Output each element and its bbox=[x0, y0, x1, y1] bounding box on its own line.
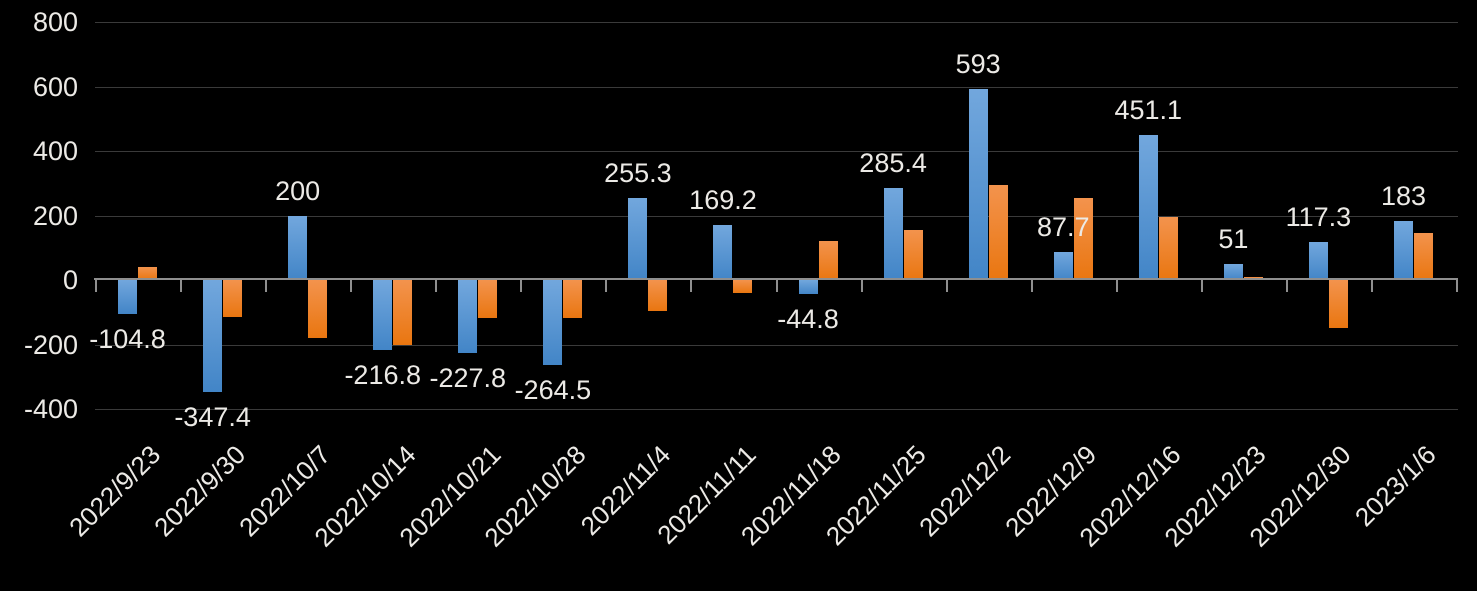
axis-tick bbox=[1030, 280, 1033, 292]
bar-blue bbox=[1308, 242, 1328, 280]
y-axis-tick-label: 800 bbox=[32, 7, 78, 37]
data-label: -216.8 bbox=[344, 359, 421, 390]
data-label: 200 bbox=[275, 175, 321, 206]
axis-tick bbox=[860, 280, 863, 292]
bar-blue bbox=[1223, 263, 1243, 280]
axis-tick bbox=[95, 280, 97, 292]
bar-blue bbox=[203, 280, 223, 393]
bar-blue bbox=[373, 280, 393, 350]
axis-tick bbox=[265, 280, 268, 292]
gridline bbox=[95, 86, 1458, 88]
axis-tick bbox=[520, 280, 523, 292]
bar-blue bbox=[968, 88, 988, 280]
bar-blue bbox=[118, 280, 138, 314]
bar-orange bbox=[138, 267, 158, 280]
axis-tick bbox=[1370, 280, 1373, 292]
bar-blue bbox=[883, 187, 903, 280]
bar-blue bbox=[458, 280, 478, 354]
axis-tick bbox=[605, 280, 608, 292]
gridline bbox=[95, 215, 1458, 217]
axis-tick bbox=[690, 280, 693, 292]
x-axis-label: 2023/1/6 bbox=[1349, 439, 1442, 533]
axis-tick bbox=[1285, 280, 1288, 292]
data-label: -264.5 bbox=[514, 375, 592, 406]
bar-orange bbox=[818, 241, 838, 280]
axis-tick bbox=[775, 280, 778, 292]
bar-orange bbox=[1073, 197, 1093, 280]
bar-blue bbox=[1393, 220, 1413, 280]
axis-tick bbox=[1115, 280, 1118, 292]
x-axis-label: 2022/12/2 bbox=[913, 439, 1017, 543]
x-axis-line bbox=[94, 278, 1458, 280]
bar-blue bbox=[543, 280, 563, 366]
data-label: 255.3 bbox=[604, 157, 672, 188]
x-axis-label: 2022/9/30 bbox=[148, 439, 252, 543]
data-label: 285.4 bbox=[859, 147, 927, 178]
data-label: 117.3 bbox=[1285, 202, 1352, 233]
bar-orange bbox=[563, 280, 583, 319]
bar-orange bbox=[393, 280, 413, 345]
axis-tick bbox=[945, 280, 948, 292]
bar-blue bbox=[288, 215, 308, 280]
bar-blue bbox=[1053, 251, 1073, 280]
bar-blue bbox=[628, 197, 648, 280]
axis-tick bbox=[180, 280, 183, 292]
gridline bbox=[95, 409, 1458, 410]
bar-orange bbox=[1413, 233, 1433, 280]
y-axis-tick-label: 0 bbox=[62, 265, 78, 295]
bar-orange bbox=[733, 280, 753, 293]
axis-tick bbox=[1456, 280, 1458, 292]
bar-orange bbox=[903, 230, 923, 280]
axis-tick bbox=[1200, 280, 1203, 292]
data-label: 51 bbox=[1218, 223, 1249, 254]
y-axis-tick-label: -400 bbox=[23, 394, 78, 424]
data-label: -104.8 bbox=[89, 323, 166, 354]
data-label: -227.8 bbox=[429, 363, 507, 394]
y-axis-tick-label: 600 bbox=[32, 71, 78, 102]
data-label: 169.2 bbox=[689, 185, 757, 216]
y-axis-tick-label: 400 bbox=[32, 136, 78, 166]
x-axis-label: 2022/9/23 bbox=[63, 439, 167, 543]
data-label: 183 bbox=[1380, 180, 1426, 211]
bar-orange bbox=[308, 280, 328, 339]
axis-tick bbox=[350, 280, 353, 292]
bar-orange bbox=[1158, 217, 1178, 280]
y-axis-tick-label: 200 bbox=[32, 200, 78, 231]
bar-orange bbox=[648, 280, 668, 311]
gridline bbox=[95, 151, 1458, 152]
gridline bbox=[95, 22, 1458, 23]
bar-blue bbox=[713, 225, 733, 280]
data-label: -347.4 bbox=[174, 402, 251, 433]
data-label: 87.7 bbox=[1036, 211, 1090, 242]
bar-blue bbox=[798, 280, 818, 295]
bar-orange bbox=[478, 280, 498, 319]
bar-blue bbox=[1138, 134, 1158, 280]
bar-orange bbox=[1328, 280, 1348, 329]
bar-orange bbox=[988, 184, 1008, 280]
data-label: 451.1 bbox=[1114, 94, 1183, 125]
gridline bbox=[95, 344, 1458, 346]
axis-tick bbox=[435, 280, 438, 292]
bar-orange bbox=[223, 280, 243, 318]
y-axis-tick-label: -200 bbox=[23, 329, 78, 360]
data-label: 593 bbox=[955, 48, 1001, 79]
data-label: -44.8 bbox=[777, 304, 839, 335]
